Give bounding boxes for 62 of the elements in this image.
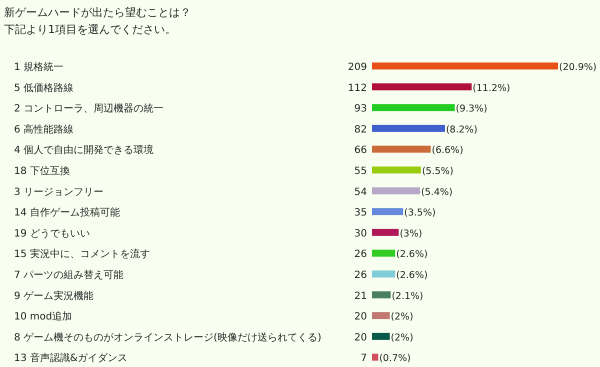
annotation: (5.4%) — [421, 186, 453, 198]
data-label: 209 — [348, 62, 367, 73]
bar — [372, 228, 399, 236]
y-tick-label: 10 mod追加 — [14, 310, 72, 323]
annotation: (0.7%) — [379, 353, 411, 364]
annotation: (11.2%) — [472, 82, 510, 94]
bar — [372, 312, 390, 320]
annotation: (6.6%) — [432, 145, 464, 156]
y-tick-label: 19 どうでもいい — [14, 228, 90, 240]
bar — [372, 83, 472, 90]
y-tick-label: 13 音声認識&ガイダンス — [14, 352, 128, 364]
y-tick-label: 8 ゲーム機そのものがオンラインストレージ(映像だけ送られてくる) — [14, 331, 322, 344]
y-tick-label: 3 リージョンフリー — [14, 186, 104, 198]
y-tick-label: 2 コントローラ、周辺機器の統一 — [14, 102, 164, 115]
bar — [372, 166, 421, 174]
y-tick-label: 7 パーツの組み替え可能 — [14, 269, 124, 281]
y-tick-label: 15 実況中に、コメントを流す — [14, 248, 150, 260]
annotation: (3.5%) — [404, 208, 436, 219]
data-label: 112 — [348, 82, 367, 94]
y-tick-label: 1 規格統一 — [14, 61, 64, 73]
annotation: (2.6%) — [396, 249, 428, 260]
annotation: (2%) — [390, 332, 414, 344]
data-label: 26 — [354, 249, 367, 260]
y-tick-label: 6 高性能路線 — [14, 123, 74, 136]
y-tick-label: 14 自作ゲーム投稿可能 — [14, 206, 120, 219]
bar — [372, 208, 404, 216]
data-label: 35 — [354, 208, 367, 219]
data-label: 21 — [354, 290, 367, 302]
text: 新ゲームハードが出たら望むことは？ — [4, 6, 191, 19]
data-label: 54 — [354, 186, 367, 198]
bar — [372, 250, 396, 257]
data-label: 55 — [354, 166, 367, 177]
bar — [372, 62, 558, 70]
bar — [372, 104, 455, 112]
bar — [372, 124, 445, 132]
annotation: (9.3%) — [456, 104, 488, 115]
bar — [372, 270, 396, 278]
annotation: (2.1%) — [392, 290, 424, 302]
y-tick-label: 5 低価格路線 — [14, 82, 74, 94]
annotation: (8.2%) — [446, 124, 478, 136]
annotation: (3%) — [400, 228, 422, 240]
data-label: 82 — [354, 124, 367, 136]
bar — [372, 354, 378, 361]
y-tick-label: 18 下位互換 — [14, 165, 70, 177]
bar — [372, 146, 431, 153]
data-label: 26 — [354, 270, 367, 281]
annotation: (2%) — [390, 312, 414, 323]
bar — [372, 187, 420, 194]
annotation: (20.9%) — [559, 62, 597, 73]
data-label: 7 — [360, 353, 367, 364]
data-label: 66 — [354, 145, 367, 156]
data-label: 20 — [354, 332, 367, 344]
y-tick-label: 4 個人で自由に開発できる環境 — [14, 144, 154, 156]
y-tick-label: 9 ゲーム実況機能 — [14, 290, 94, 302]
text: 下記より1項目を選んでください。 — [4, 23, 176, 36]
annotation: (2.6%) — [396, 270, 428, 281]
bar — [372, 291, 391, 298]
annotation: (5.5%) — [422, 166, 454, 177]
bar — [372, 332, 390, 340]
data-label: 30 — [354, 228, 367, 240]
data-label: 20 — [354, 312, 367, 323]
data-label: 93 — [354, 104, 367, 115]
